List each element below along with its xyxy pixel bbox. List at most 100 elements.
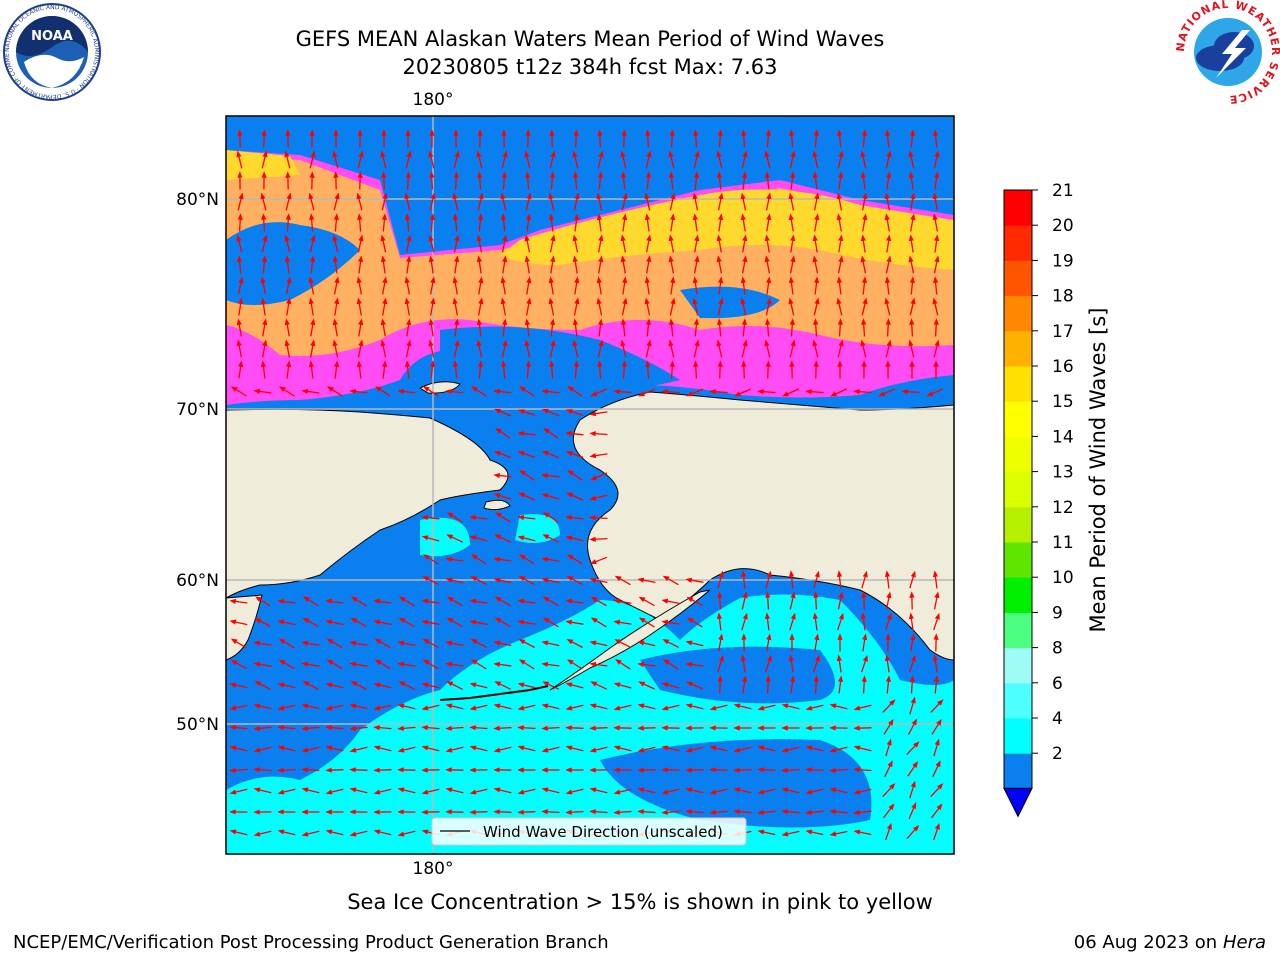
wind-wave-arrow [446, 534, 464, 543]
wind-wave-arrow [757, 788, 776, 795]
wind-wave-arrow [477, 213, 484, 232]
wind-wave-arrow [637, 640, 656, 647]
wind-wave-arrow [253, 725, 272, 732]
colorbar-segment [1004, 647, 1032, 684]
wind-wave-arrow [906, 824, 920, 840]
wind-wave-arrow [373, 619, 392, 626]
wind-wave-arrow [661, 745, 680, 752]
wind-wave-arrow [309, 234, 316, 253]
wind-wave-arrow [404, 360, 411, 379]
wind-wave-arrow [709, 704, 728, 711]
wind-wave-arrow [685, 640, 704, 647]
wind-wave-arrow [494, 596, 511, 607]
colorbar-tick-label: 12 [1052, 498, 1074, 518]
wind-wave-arrow [333, 213, 339, 232]
map-gridlines [226, 116, 954, 854]
wind-wave-arrow [813, 570, 820, 589]
wind-wave-arrow [613, 809, 632, 815]
wind-wave-arrow [541, 451, 560, 459]
colorbar-segment [1004, 225, 1032, 261]
wind-wave-arrow [597, 129, 603, 148]
wind-wave-arrow [882, 803, 895, 819]
wind-wave-arrow [469, 788, 488, 795]
wind-wave-arrow [549, 234, 556, 253]
wind-wave-arrow [476, 318, 483, 337]
wind-wave-arrow [495, 427, 511, 439]
wind-wave-arrow [332, 234, 339, 253]
wind-wave-arrow [253, 787, 272, 794]
wind-wave-arrow [469, 682, 488, 689]
wind-wave-arrow [493, 809, 512, 815]
wind-wave-arrow [476, 150, 483, 169]
wind-wave-arrow [493, 787, 512, 794]
wind-wave-arrow [597, 318, 604, 337]
wind-wave-arrow [805, 389, 824, 395]
wind-wave-arrow [860, 150, 867, 169]
wind-wave-arrow [621, 129, 627, 148]
wind-wave-arrow [493, 451, 512, 459]
wind-wave-arrow [565, 725, 584, 731]
wind-wave-arrow [813, 591, 819, 610]
wind-wave-arrow [573, 213, 580, 232]
wind-wave-arrow [381, 192, 388, 211]
map-legend: Wind Wave Direction (unscaled) [431, 817, 747, 846]
wind-wave-arrow [932, 570, 939, 589]
wind-wave-arrow [325, 767, 344, 773]
land-aleutians [439, 685, 549, 701]
wind-wave-arrow [740, 276, 747, 295]
wind-wave-arrow [765, 297, 772, 316]
wind-wave-arrow [788, 192, 795, 211]
wind-wave-arrow [933, 675, 940, 694]
wind-wave-arrow [692, 213, 698, 232]
wind-wave-arrow [349, 725, 368, 731]
wind-wave-arrow [709, 389, 728, 395]
footer-date-text: 06 Aug 2023 on [1073, 932, 1218, 953]
wind-wave-arrow [909, 570, 916, 589]
wind-wave-arrow [349, 830, 368, 837]
wind-wave-arrow [814, 213, 820, 232]
wind-wave-arrow [853, 704, 872, 711]
wind-wave-arrow [260, 297, 266, 316]
wind-wave-arrow [596, 276, 602, 295]
wind-wave-arrow [445, 577, 464, 584]
wind-wave-arrow [908, 150, 915, 169]
wind-wave-arrow [572, 150, 579, 169]
wind-wave-arrow [933, 591, 940, 610]
colorbar-tick-label: 18 [1052, 287, 1074, 307]
wind-wave-arrow [668, 171, 675, 190]
lat-label: 70°N [176, 400, 219, 420]
wind-wave-arrow [308, 192, 315, 211]
wind-wave-arrow [405, 213, 411, 232]
wind-wave-arrow [374, 638, 391, 649]
wind-wave-arrow [621, 192, 628, 211]
wind-wave-arrow [717, 129, 723, 148]
wind-wave-arrow [493, 640, 512, 647]
wind-wave-arrow [805, 767, 824, 773]
wind-wave-arrow [549, 360, 555, 379]
wind-wave-arrow [493, 577, 512, 584]
wind-wave-arrow [645, 360, 651, 379]
wind-wave-arrow [836, 276, 843, 295]
wind-wave-arrow [517, 809, 536, 815]
wind-wave-arrow [693, 150, 700, 169]
wind-wave-arrow [885, 738, 892, 757]
wind-wave-arrow [590, 388, 608, 397]
wind-wave-arrow [549, 318, 556, 337]
wind-wave-arrow [829, 746, 848, 753]
wind-wave-arrow [428, 318, 434, 337]
wind-wave-arrow [686, 596, 703, 607]
wind-wave-arrow [885, 150, 892, 169]
colorbar-segment [1004, 506, 1032, 543]
wind-wave-arrow [277, 745, 296, 752]
wind-wave-arrow [380, 339, 387, 358]
wind-wave-arrow [907, 718, 918, 735]
wind-wave-arrow [494, 617, 511, 628]
wind-wave-arrow [493, 472, 512, 479]
wind-wave-arrow [836, 213, 842, 232]
wind-wave-arrow [908, 654, 916, 673]
wind-wave-arrow [517, 725, 536, 731]
wind-wave-arrow [477, 192, 484, 211]
wind-wave-arrow [909, 696, 916, 715]
wind-wave-arrow [380, 234, 387, 253]
